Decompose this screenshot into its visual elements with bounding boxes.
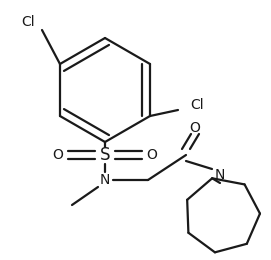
Text: O: O [147,148,157,162]
Text: Cl: Cl [21,15,35,29]
Text: N: N [100,173,110,187]
Text: Cl: Cl [190,98,204,112]
Text: O: O [53,148,63,162]
Text: O: O [189,121,201,135]
Text: S: S [100,146,110,164]
Text: N: N [215,168,225,182]
